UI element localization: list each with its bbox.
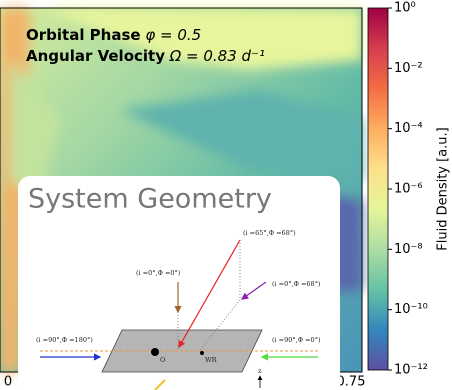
view-label: (i =0°,Φ =68°) (272, 280, 321, 288)
colorbar-tick-label: 10⁻¹² (394, 363, 428, 378)
figure: Orbital Phase φ = 0.5 Angular Velocity Ω… (0, 0, 452, 390)
inset: System Geometry O WR z (i =65°,Φ =68°) (… (18, 176, 340, 390)
body-label: O (160, 356, 165, 364)
colorbar-tick-label: 10⁻⁴ (394, 121, 423, 136)
annotation: Orbital Phase φ = 0.5 (26, 26, 201, 44)
colorbar-tick-label: 10⁻¹⁰ (394, 302, 428, 317)
axis-label: z (258, 367, 262, 375)
colorbar-label: Fluid Density [a.u.] (436, 127, 451, 251)
x-tick-label: 0.75 (337, 375, 366, 390)
view-label: (i =90°,Φ =180°) (36, 336, 93, 344)
x-tick-label: 0 (4, 375, 12, 390)
colorbar-tick-label: 10⁻⁸ (394, 242, 423, 257)
colorbar (368, 8, 388, 370)
colorbar-tick-label: 10⁻² (394, 61, 423, 76)
colorbar-tick-label: 10⁰ (394, 1, 416, 16)
colorbar-tick-label: 10⁻⁶ (394, 182, 423, 197)
inset-title: System Geometry (28, 184, 272, 215)
annotation: Angular Velocity Ω = 0.83 d⁻¹ (26, 47, 265, 65)
body-label: WR (205, 356, 218, 364)
view-label: (i =65°,Φ =68°) (243, 229, 296, 237)
view-label: (i =90°,Φ =0°) (272, 336, 321, 344)
view-label: (i =0°,Φ =0°) (136, 269, 181, 277)
